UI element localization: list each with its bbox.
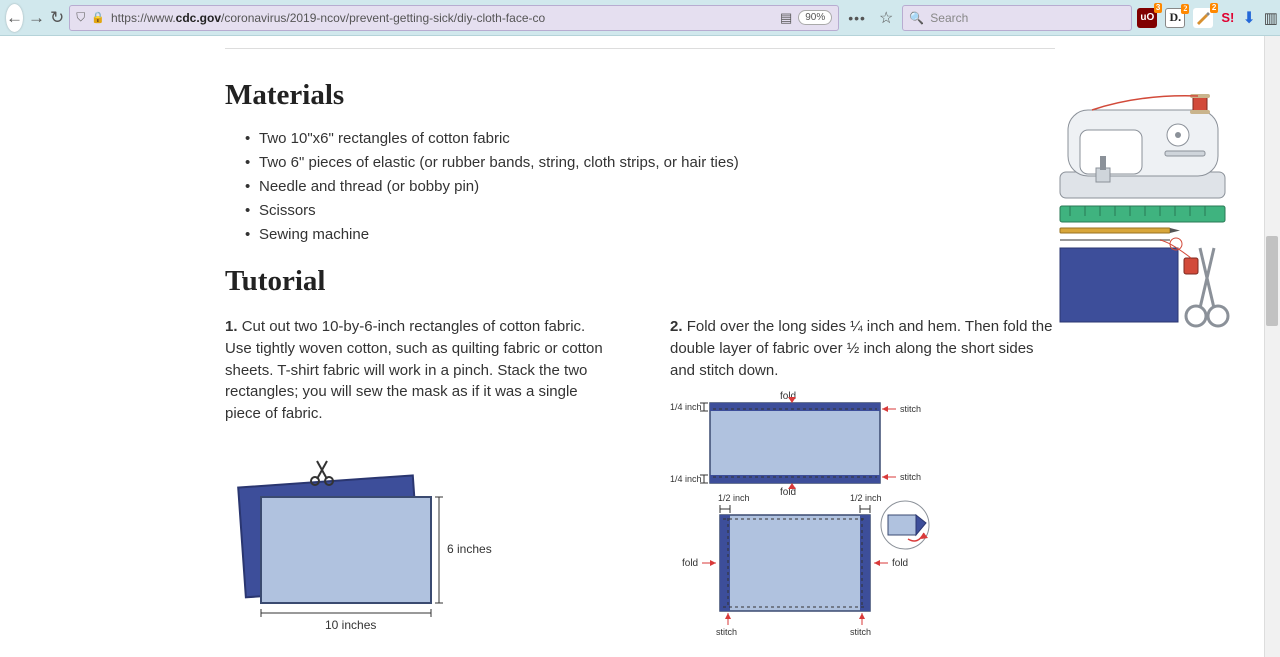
reload-button[interactable]: ↻ bbox=[50, 4, 64, 32]
search-box[interactable]: 🔍 Search bbox=[902, 5, 1132, 31]
list-item: Needle and thread (or bobby pin) bbox=[245, 178, 1055, 195]
step-text: 1. Cut out two 10-by-6-inch rectangles o… bbox=[225, 316, 610, 425]
page-actions-icon[interactable]: ••• bbox=[844, 10, 870, 26]
search-placeholder: Search bbox=[930, 11, 968, 25]
url-text: https://www.cdc.gov/coronavirus/2019-nco… bbox=[111, 11, 774, 25]
url-bar[interactable]: ⛉ 🔒 https://www.cdc.gov/coronavirus/2019… bbox=[69, 5, 839, 31]
svg-text:1/2 inch: 1/2 inch bbox=[850, 493, 882, 503]
back-button[interactable]: ← bbox=[6, 4, 23, 32]
browser-toolbar: ← → ↻ ⛉ 🔒 https://www.cdc.gov/coronaviru… bbox=[0, 0, 1280, 36]
figure-step-2: fold fold 1/4 inch bbox=[670, 387, 1055, 642]
vertical-scrollbar[interactable] bbox=[1264, 36, 1280, 657]
reader-mode-icon[interactable]: ▤ bbox=[780, 10, 792, 26]
page-viewport: Materials Two 10"x6" rectangles of cotto… bbox=[0, 36, 1280, 657]
extension-s-icon[interactable]: S! bbox=[1221, 10, 1234, 25]
stylus-icon[interactable]: 2 bbox=[1193, 8, 1213, 28]
svg-text:stitch: stitch bbox=[850, 627, 871, 637]
materials-section: Materials Two 10"x6" rectangles of cotto… bbox=[225, 79, 1055, 243]
bookmark-star-icon[interactable]: ☆ bbox=[875, 8, 897, 28]
materials-list: Two 10"x6" rectangles of cotton fabric T… bbox=[225, 130, 1055, 243]
tutorial-step-2: 2. Fold over the long sides ¼ inch and h… bbox=[670, 316, 1055, 657]
tutorial-step-1: 1. Cut out two 10-by-6-inch rectangles o… bbox=[225, 316, 610, 657]
tracking-shield-icon[interactable]: ⛉ bbox=[76, 10, 85, 25]
scrollbar-thumb[interactable] bbox=[1266, 236, 1278, 326]
lock-icon[interactable]: 🔒 bbox=[91, 11, 105, 24]
svg-text:stitch: stitch bbox=[716, 627, 737, 637]
tutorial-section: Tutorial 1. Cut out two 10-by-6-inch rec… bbox=[225, 265, 1055, 657]
svg-text:1/4 inch: 1/4 inch bbox=[670, 474, 702, 484]
toolbar-extensions: uO3 D.2 2 S! ⬇ ▥ ≡ bbox=[1137, 8, 1280, 28]
list-item: Two 6" pieces of elastic (or rubber band… bbox=[245, 154, 1055, 171]
svg-text:6 inches: 6 inches bbox=[447, 542, 492, 556]
materials-illustration bbox=[1050, 72, 1240, 337]
materials-heading: Materials bbox=[225, 79, 1055, 112]
search-icon: 🔍 bbox=[909, 11, 924, 25]
list-item: Two 10"x6" rectangles of cotton fabric bbox=[245, 130, 1055, 147]
darkreader-icon[interactable]: D.2 bbox=[1165, 8, 1185, 28]
svg-text:fold: fold bbox=[892, 558, 908, 569]
svg-text:stitch: stitch bbox=[900, 404, 921, 414]
divider bbox=[225, 48, 1055, 49]
figure-step-1: 6 inches 10 inches bbox=[225, 453, 610, 657]
page-content: Materials Two 10"x6" rectangles of cotto… bbox=[225, 36, 1055, 657]
svg-text:fold: fold bbox=[682, 558, 698, 569]
svg-text:1/4 inch: 1/4 inch bbox=[670, 402, 702, 412]
svg-text:stitch: stitch bbox=[900, 472, 921, 482]
list-item: Sewing machine bbox=[245, 226, 1055, 243]
downloads-icon[interactable]: ⬇ bbox=[1242, 8, 1255, 28]
svg-text:1/2 inch: 1/2 inch bbox=[718, 493, 750, 503]
zoom-badge[interactable]: 90% bbox=[798, 10, 832, 25]
step-text: 2. Fold over the long sides ¼ inch and h… bbox=[670, 316, 1055, 381]
svg-text:10 inches: 10 inches bbox=[325, 618, 376, 632]
list-item: Scissors bbox=[245, 202, 1055, 219]
ublock-icon[interactable]: uO3 bbox=[1137, 8, 1157, 28]
forward-button[interactable]: → bbox=[28, 4, 45, 32]
library-icon[interactable]: ▥ bbox=[1264, 9, 1278, 27]
tutorial-heading: Tutorial bbox=[225, 265, 1055, 298]
